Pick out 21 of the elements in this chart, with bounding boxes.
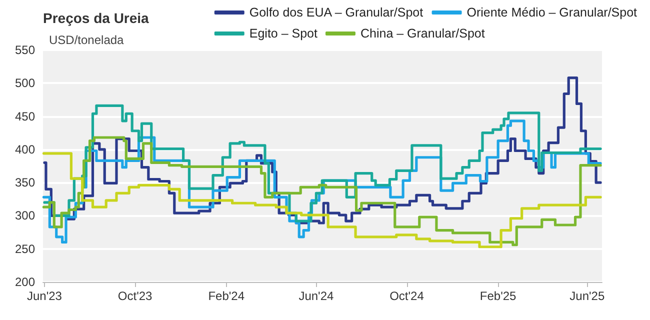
- y-tick-label: 450: [14, 109, 36, 124]
- y-tick-label: 250: [14, 242, 36, 256]
- chart-subtitle: USD/tonelada: [49, 33, 124, 47]
- y-tick-label: 500: [14, 76, 36, 90]
- x-tick-label: Feb'24: [208, 289, 245, 303]
- x-tick-label: Feb'25: [480, 289, 517, 303]
- x-tick-label: Jun'25: [570, 289, 605, 303]
- legend-label: Golfo dos EUA – Granular/Spot: [249, 6, 424, 20]
- legend-label: Oriente Médio – Granular/Spot: [466, 6, 638, 20]
- y-tick-label: 200: [14, 275, 36, 289]
- x-tick-label: Oct'24: [390, 289, 424, 303]
- y-tick-label: 400: [14, 142, 36, 156]
- y-tick-label: 350: [14, 176, 36, 190]
- x-tick-label: Jun'23: [26, 289, 62, 303]
- y-tick-label: 300: [14, 208, 36, 223]
- chart-title: Preços da Ureia: [43, 10, 150, 26]
- y-tick-label: 550: [14, 43, 36, 57]
- legend-label: China – Granular/Spot: [360, 26, 486, 40]
- x-tick-label: Oct'23: [118, 289, 153, 303]
- legend-label: Egito – Spot: [249, 26, 318, 40]
- x-tick-label: Jun'24: [298, 289, 334, 303]
